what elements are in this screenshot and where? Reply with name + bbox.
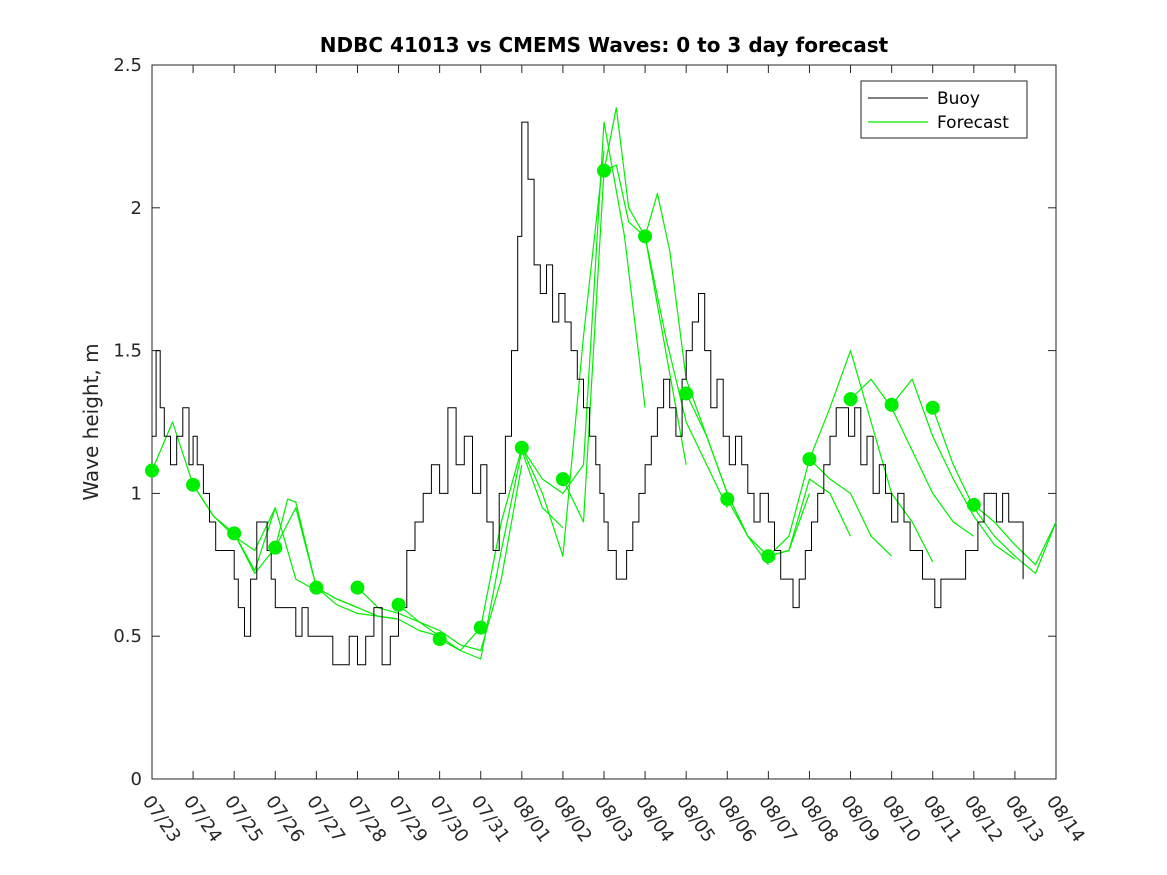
forecast-run-line bbox=[480, 150, 605, 628]
forecast-run-line bbox=[192, 484, 317, 592]
y-tick-label: 0.5 bbox=[113, 626, 142, 647]
x-tick-label: 07/29 bbox=[384, 792, 431, 847]
forecast-analysis-point bbox=[145, 463, 159, 478]
forecast-analysis-point bbox=[186, 477, 201, 492]
forecast-analysis-point bbox=[720, 492, 735, 507]
y-axis: 0 0.5 1 1.5 2 2.5 bbox=[113, 55, 1056, 790]
x-tick-label: 07/23 bbox=[138, 792, 185, 847]
x-tick-label: 08/14 bbox=[1042, 792, 1089, 847]
forecast-run-line bbox=[562, 107, 687, 523]
forecast-analysis-point bbox=[391, 597, 406, 612]
forecast-analysis-point bbox=[843, 392, 858, 407]
x-tick-label: 08/09 bbox=[836, 792, 883, 847]
forecast-analysis-point bbox=[309, 580, 324, 595]
chart-title: NDBC 41013 vs CMEMS Waves: 0 to 3 day fo… bbox=[320, 33, 889, 57]
x-tick-label: 08/05 bbox=[672, 792, 719, 847]
x-tick-label: 08/04 bbox=[631, 792, 678, 847]
x-tick-label: 08/13 bbox=[1001, 792, 1048, 847]
forecast-run-line bbox=[274, 498, 399, 620]
forecast-run-line bbox=[398, 464, 523, 652]
forecast-run-line bbox=[932, 407, 1057, 575]
forecast-analysis-point bbox=[597, 163, 611, 178]
x-tick-label: 08/03 bbox=[590, 792, 637, 847]
y-tick-label: 2 bbox=[131, 198, 142, 219]
legend-buoy-label: Buoy bbox=[937, 89, 980, 109]
x-tick-label: 07/31 bbox=[467, 792, 514, 847]
forecast-analysis-points bbox=[145, 163, 981, 647]
forecast-analysis-point bbox=[473, 620, 488, 635]
x-tick-label: 07/26 bbox=[261, 792, 308, 847]
x-tick-label: 08/07 bbox=[754, 792, 801, 847]
buoy-series bbox=[152, 121, 1024, 666]
forecast-analysis-point bbox=[227, 526, 242, 541]
forecast-analysis-point bbox=[966, 497, 981, 512]
forecast-run-line bbox=[603, 164, 728, 508]
forecast-run-line bbox=[973, 504, 1057, 566]
x-tick-label: 07/27 bbox=[302, 792, 349, 847]
forecast-run-line bbox=[316, 587, 440, 637]
forecast-analysis-point bbox=[925, 400, 940, 415]
forecast-run-line bbox=[767, 458, 893, 557]
x-tick-label: 08/02 bbox=[549, 792, 596, 847]
forecast-analysis-point bbox=[514, 440, 529, 455]
x-tick-label: 07/25 bbox=[220, 792, 267, 847]
x-tick-label: 08/01 bbox=[508, 792, 555, 847]
y-tick-label: 0 bbox=[131, 769, 142, 790]
y-tick-label: 2.5 bbox=[113, 55, 142, 76]
legend-box bbox=[860, 80, 1028, 139]
y-axis-label: Wave height, m bbox=[79, 343, 103, 500]
plot-area bbox=[151, 64, 1057, 780]
x-tick-label: 07/30 bbox=[426, 792, 473, 847]
y-tick-label: 1.5 bbox=[113, 341, 142, 362]
forecast-analysis-point bbox=[350, 580, 365, 595]
y-tick-label: 1 bbox=[131, 483, 142, 504]
forecast-series bbox=[151, 107, 1057, 660]
buoy-line bbox=[152, 121, 1024, 666]
forecast-run-line bbox=[891, 378, 1016, 560]
x-tick-label: 08/11 bbox=[919, 792, 966, 847]
x-tick-label: 07/28 bbox=[343, 792, 390, 847]
x-tick-label: 07/24 bbox=[179, 792, 226, 847]
forecast-run-line bbox=[439, 450, 564, 660]
forecast-run-line bbox=[808, 350, 934, 563]
forecast-analysis-point bbox=[802, 452, 817, 467]
x-tick-label: 08/10 bbox=[878, 792, 925, 847]
legend-forecast-label: Forecast bbox=[937, 113, 1009, 133]
forecast-analysis-point bbox=[268, 540, 283, 555]
forecast-run-line bbox=[521, 121, 646, 494]
x-tick-label: 08/08 bbox=[795, 792, 842, 847]
forecast-analysis-point bbox=[761, 549, 776, 564]
forecast-analysis-point bbox=[638, 229, 653, 244]
forecast-analysis-point bbox=[432, 632, 447, 647]
forecast-run-line bbox=[850, 378, 975, 537]
forecast-run-line bbox=[726, 478, 852, 557]
forecast-analysis-point bbox=[884, 397, 899, 412]
legend: Buoy Forecast bbox=[860, 80, 1028, 139]
x-tick-label: 08/06 bbox=[713, 792, 760, 847]
forecast-analysis-point bbox=[555, 472, 570, 487]
forecast-analysis-point bbox=[679, 386, 694, 401]
x-tick-label: 08/12 bbox=[960, 792, 1007, 847]
